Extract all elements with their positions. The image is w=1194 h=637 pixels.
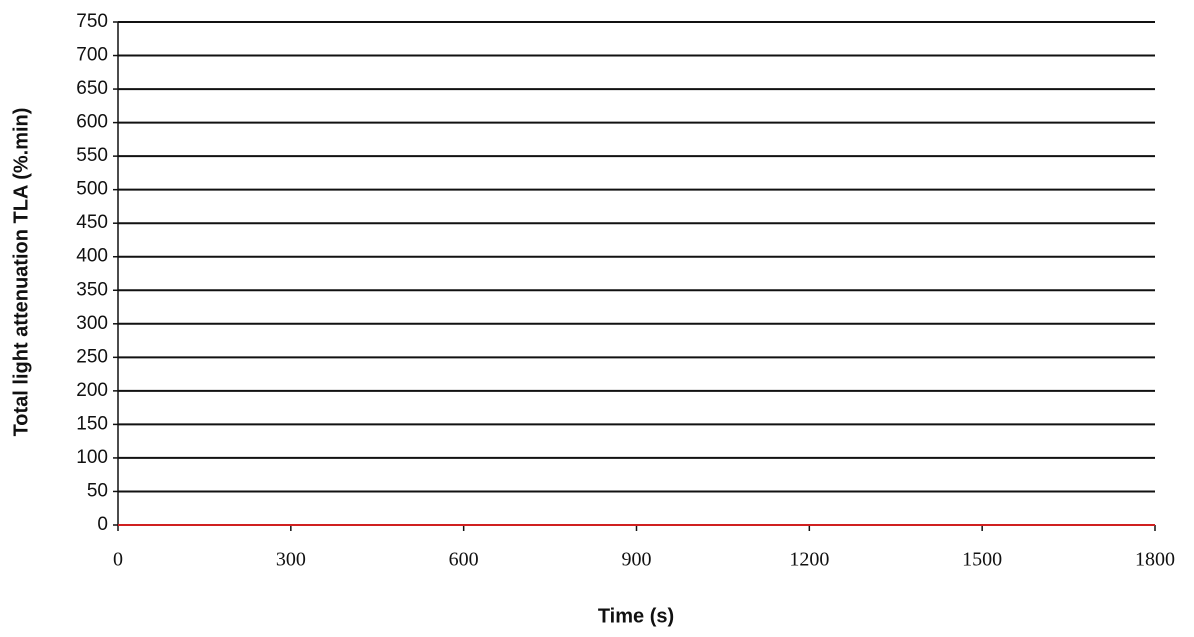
x-tick-label: 900 [622,549,652,571]
chart: Time (s) Total light attenuation TLA (%.… [0,0,1194,632]
y-tick-label: 300 [76,313,108,334]
x-tick-label: 1500 [962,549,1002,571]
x-axis-label: Time (s) [598,605,674,627]
y-tick-label: 500 [76,179,108,200]
y-tick-label: 650 [76,78,108,99]
y-tick-label: 200 [76,380,108,401]
x-tick-label: 1800 [1135,549,1175,571]
x-tick-label: 300 [276,549,306,571]
y-tick-label: 0 [97,514,108,535]
y-tick-label: 600 [76,112,108,133]
y-tick-label: 700 [76,45,108,66]
y-tick-label: 50 [87,480,108,501]
y-tick-label: 450 [76,212,108,233]
x-tick-label: 600 [449,549,479,571]
y-tick-label: 250 [76,346,108,367]
y-tick-label: 750 [76,11,108,32]
x-tick-label: 0 [113,549,123,571]
y-tick-label: 550 [76,145,108,166]
y-tick-label: 350 [76,279,108,300]
y-axis-label: Total light attenuation TLA (%.min) [10,108,32,437]
y-tick-label: 400 [76,246,108,267]
y-tick-label: 150 [76,413,108,434]
x-tick-label: 1200 [789,549,829,571]
y-tick-label: 100 [76,447,108,468]
